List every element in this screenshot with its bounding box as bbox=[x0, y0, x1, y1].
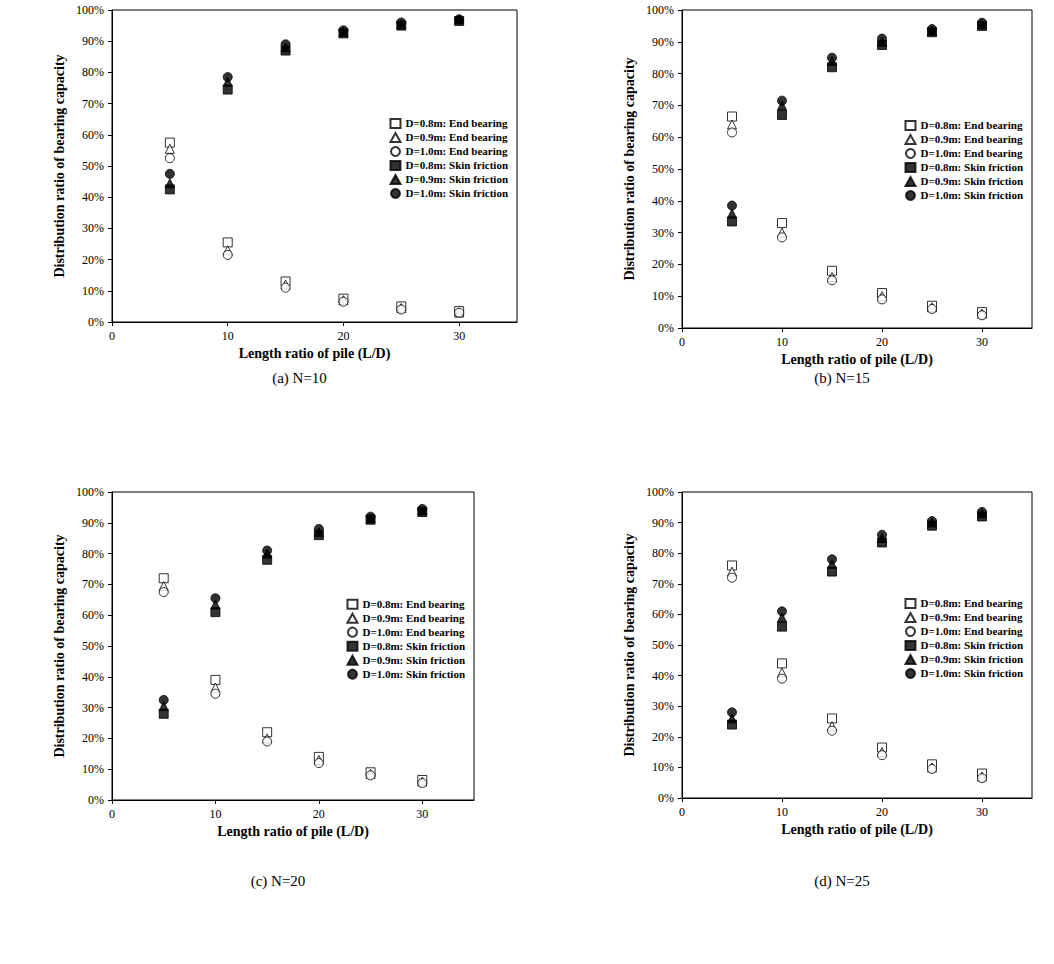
svg-text:90%: 90% bbox=[82, 516, 104, 530]
svg-text:50%: 50% bbox=[82, 639, 104, 653]
svg-text:(c) N=20: (c) N=20 bbox=[251, 873, 306, 890]
svg-text:Distribution ratio of bearing: Distribution ratio of bearing capacity bbox=[52, 54, 67, 277]
svg-text:20%: 20% bbox=[652, 730, 674, 744]
svg-text:60%: 60% bbox=[652, 607, 674, 621]
svg-text:70%: 70% bbox=[82, 97, 104, 111]
svg-text:40%: 40% bbox=[82, 190, 104, 204]
svg-text:D=0.8m: End bearing: D=0.8m: End bearing bbox=[920, 597, 1022, 609]
svg-text:D=0.8m: Skin friction: D=0.8m: Skin friction bbox=[405, 159, 508, 171]
svg-text:D=1.0m: End bearing: D=1.0m: End bearing bbox=[920, 625, 1022, 637]
svg-text:20: 20 bbox=[337, 329, 349, 343]
svg-text:D=0.8m: Skin friction: D=0.8m: Skin friction bbox=[920, 639, 1023, 651]
svg-text:30: 30 bbox=[976, 805, 988, 819]
svg-text:20%: 20% bbox=[652, 257, 674, 271]
svg-text:80%: 80% bbox=[82, 547, 104, 561]
svg-text:Length ratio of pile (L/D): Length ratio of pile (L/D) bbox=[239, 346, 391, 362]
svg-text:40%: 40% bbox=[652, 669, 674, 683]
svg-text:D=1.0m: Skin friction: D=1.0m: Skin friction bbox=[920, 667, 1023, 679]
svg-text:D=1.0m: End bearing: D=1.0m: End bearing bbox=[362, 626, 464, 638]
svg-text:D=1.0m: Skin friction: D=1.0m: Skin friction bbox=[920, 189, 1023, 201]
svg-text:D=1.0m: Skin friction: D=1.0m: Skin friction bbox=[405, 187, 508, 199]
svg-text:70%: 70% bbox=[652, 577, 674, 591]
svg-text:90%: 90% bbox=[652, 516, 674, 530]
svg-text:100%: 100% bbox=[76, 3, 104, 17]
svg-text:0: 0 bbox=[679, 335, 685, 349]
svg-text:30%: 30% bbox=[82, 221, 104, 235]
svg-text:100%: 100% bbox=[646, 485, 674, 499]
svg-text:D=0.9m: Skin friction: D=0.9m: Skin friction bbox=[362, 654, 465, 666]
svg-text:D=0.9m: End bearing: D=0.9m: End bearing bbox=[362, 612, 464, 624]
svg-text:90%: 90% bbox=[652, 35, 674, 49]
svg-text:D=1.0m: Skin friction: D=1.0m: Skin friction bbox=[362, 668, 465, 680]
svg-text:(d) N=25: (d) N=25 bbox=[814, 873, 870, 890]
svg-text:100%: 100% bbox=[646, 3, 674, 17]
svg-text:Length ratio of pile (L/D): Length ratio of pile (L/D) bbox=[217, 824, 369, 840]
svg-text:Distribution ratio of bearing: Distribution ratio of bearing capacity bbox=[52, 534, 67, 757]
svg-text:10: 10 bbox=[222, 329, 234, 343]
svg-text:D=1.0m: End bearing: D=1.0m: End bearing bbox=[920, 147, 1022, 159]
svg-text:20: 20 bbox=[313, 807, 325, 821]
svg-text:D=0.8m: Skin friction: D=0.8m: Skin friction bbox=[920, 161, 1023, 173]
svg-text:D=1.0m: End bearing: D=1.0m: End bearing bbox=[405, 145, 507, 157]
svg-text:10%: 10% bbox=[82, 762, 104, 776]
svg-text:60%: 60% bbox=[82, 608, 104, 622]
svg-text:(b) N=15: (b) N=15 bbox=[814, 370, 870, 387]
svg-text:60%: 60% bbox=[652, 130, 674, 144]
svg-text:0%: 0% bbox=[88, 793, 104, 807]
svg-text:80%: 80% bbox=[652, 546, 674, 560]
svg-text:10: 10 bbox=[209, 807, 221, 821]
svg-text:D=0.9m: End bearing: D=0.9m: End bearing bbox=[920, 611, 1022, 623]
svg-text:0%: 0% bbox=[658, 791, 674, 805]
svg-text:20%: 20% bbox=[82, 253, 104, 267]
svg-text:D=0.8m: End bearing: D=0.8m: End bearing bbox=[362, 598, 464, 610]
svg-text:30: 30 bbox=[453, 329, 465, 343]
svg-text:10%: 10% bbox=[82, 284, 104, 298]
svg-text:D=0.9m: Skin friction: D=0.9m: Skin friction bbox=[920, 653, 1023, 665]
svg-text:40%: 40% bbox=[82, 670, 104, 684]
svg-text:30: 30 bbox=[976, 335, 988, 349]
svg-text:40%: 40% bbox=[652, 194, 674, 208]
svg-text:50%: 50% bbox=[652, 638, 674, 652]
svg-text:D=0.8m: Skin friction: D=0.8m: Skin friction bbox=[362, 640, 465, 652]
svg-text:10: 10 bbox=[776, 335, 788, 349]
svg-text:Distribution ratio of bearing: Distribution ratio of bearing capacity bbox=[622, 57, 637, 280]
svg-text:10%: 10% bbox=[652, 289, 674, 303]
svg-text:100%: 100% bbox=[76, 485, 104, 499]
svg-text:80%: 80% bbox=[652, 67, 674, 81]
svg-text:0: 0 bbox=[109, 807, 115, 821]
svg-text:0%: 0% bbox=[658, 321, 674, 335]
svg-text:30: 30 bbox=[416, 807, 428, 821]
svg-text:30%: 30% bbox=[82, 701, 104, 715]
svg-text:50%: 50% bbox=[82, 159, 104, 173]
svg-text:70%: 70% bbox=[652, 98, 674, 112]
svg-text:D=0.9m: Skin friction: D=0.9m: Skin friction bbox=[920, 175, 1023, 187]
svg-text:30%: 30% bbox=[652, 226, 674, 240]
svg-text:80%: 80% bbox=[82, 65, 104, 79]
svg-text:D=0.8m: End bearing: D=0.8m: End bearing bbox=[405, 117, 507, 129]
svg-text:D=0.9m: End bearing: D=0.9m: End bearing bbox=[920, 133, 1022, 145]
svg-text:D=0.9m: End bearing: D=0.9m: End bearing bbox=[405, 131, 507, 143]
svg-text:90%: 90% bbox=[82, 34, 104, 48]
svg-text:60%: 60% bbox=[82, 128, 104, 142]
svg-text:0: 0 bbox=[109, 329, 115, 343]
svg-text:Distribution ratio of bearing: Distribution ratio of bearing capacity bbox=[622, 533, 637, 756]
svg-text:20%: 20% bbox=[82, 731, 104, 745]
svg-text:0: 0 bbox=[679, 805, 685, 819]
svg-text:70%: 70% bbox=[82, 577, 104, 591]
svg-text:Length ratio of pile (L/D): Length ratio of pile (L/D) bbox=[781, 822, 933, 838]
svg-text:50%: 50% bbox=[652, 162, 674, 176]
svg-text:10: 10 bbox=[776, 805, 788, 819]
svg-text:20: 20 bbox=[876, 805, 888, 819]
svg-text:10%: 10% bbox=[652, 760, 674, 774]
svg-text:0%: 0% bbox=[88, 315, 104, 329]
svg-text:D=0.9m: Skin friction: D=0.9m: Skin friction bbox=[405, 173, 508, 185]
svg-text:D=0.8m: End bearing: D=0.8m: End bearing bbox=[920, 119, 1022, 131]
svg-text:20: 20 bbox=[876, 335, 888, 349]
svg-text:(a) N=10: (a) N=10 bbox=[272, 370, 327, 387]
svg-text:30%: 30% bbox=[652, 699, 674, 713]
svg-text:Length ratio of pile (L/D): Length ratio of pile (L/D) bbox=[781, 352, 933, 368]
